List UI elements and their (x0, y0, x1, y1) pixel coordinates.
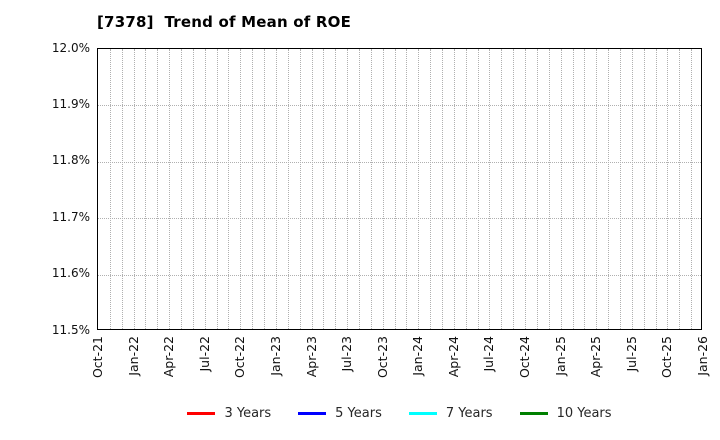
legend-label: 3 Years (224, 406, 272, 421)
v-gridline (536, 49, 538, 329)
v-gridline (667, 49, 669, 329)
v-gridline (572, 49, 574, 329)
h-gridline (98, 105, 701, 107)
v-gridline (275, 49, 277, 329)
v-gridline (133, 49, 135, 329)
v-gridline (382, 49, 384, 329)
v-gridline (631, 49, 633, 329)
y-tick-label: 11.6% (51, 266, 90, 281)
v-gridline (204, 49, 206, 329)
v-gridline (406, 49, 408, 329)
x-tick-label: Jan-23 (267, 336, 283, 376)
v-gridline (643, 49, 645, 329)
v-gridline (311, 49, 313, 329)
v-gridline (121, 49, 123, 329)
legend-line-swatch (298, 412, 327, 415)
v-gridline (418, 49, 420, 329)
y-tick-label: 12.0% (51, 40, 90, 55)
v-gridline (145, 49, 147, 329)
v-gridline (394, 49, 396, 329)
v-gridline (679, 49, 681, 329)
y-tick-label: 11.5% (51, 322, 90, 337)
legend-line-swatch (519, 412, 548, 415)
chart-title: [7378] Trend of Mean of ROE (97, 13, 352, 31)
v-gridline (157, 49, 159, 329)
v-gridline (228, 49, 230, 329)
h-gridline (98, 161, 701, 163)
v-gridline (453, 49, 455, 329)
x-tick-label: Jul-24 (481, 336, 497, 372)
x-tick-label: Jul-25 (623, 336, 639, 372)
h-gridline (98, 274, 701, 276)
h-gridline (98, 218, 701, 220)
x-tick-label: Jan-24 (410, 336, 426, 376)
legend-label: 5 Years (335, 406, 382, 421)
v-gridline (513, 49, 515, 329)
legend-item-5-years: 5 Years (298, 406, 382, 421)
y-tick-label: 11.8% (51, 153, 90, 168)
v-gridline (109, 49, 111, 329)
v-gridline (347, 49, 349, 329)
v-gridline (358, 49, 360, 329)
plot-area (97, 48, 702, 330)
v-gridline (525, 49, 527, 329)
legend-item-3-years: 3 Years (187, 406, 271, 421)
v-gridline (430, 49, 432, 329)
v-gridline (501, 49, 503, 329)
v-gridline (216, 49, 218, 329)
y-tick-label: 11.9% (51, 96, 90, 111)
v-gridline (370, 49, 372, 329)
x-tick-label: Jul-22 (196, 336, 212, 372)
v-gridline (465, 49, 467, 329)
v-gridline (584, 49, 586, 329)
v-gridline (323, 49, 325, 329)
v-gridline (287, 49, 289, 329)
v-gridline (596, 49, 598, 329)
legend-item-7-years: 7 Years (408, 406, 493, 421)
v-gridline (442, 49, 444, 329)
v-gridline (169, 49, 171, 329)
v-gridline (548, 49, 550, 329)
x-tick-label: Jan-26 (695, 336, 710, 376)
legend-item-10-years: 10 Years (519, 406, 612, 421)
v-gridline (335, 49, 337, 329)
v-gridline (252, 49, 254, 329)
legend-line-swatch (408, 412, 437, 415)
x-tick-label: Jan-25 (552, 336, 568, 376)
legend-label: 10 Years (556, 406, 612, 421)
v-gridline (691, 49, 693, 329)
v-gridline (240, 49, 242, 329)
x-tick-label: Jan-22 (125, 336, 141, 376)
v-gridline (192, 49, 194, 329)
v-gridline (560, 49, 562, 329)
v-gridline (608, 49, 610, 329)
v-gridline (299, 49, 301, 329)
v-gridline (477, 49, 479, 329)
legend-line-swatch (187, 412, 216, 415)
v-gridline (264, 49, 266, 329)
legend: 3 Years 5 Years 7 Years 10 Years (97, 406, 702, 421)
legend-label: 7 Years (445, 406, 493, 421)
v-gridline (655, 49, 657, 329)
v-gridline (489, 49, 491, 329)
x-tick-label: Jul-23 (339, 336, 355, 372)
y-tick-label: 11.7% (51, 209, 90, 224)
v-gridline (181, 49, 183, 329)
v-gridline (619, 49, 621, 329)
